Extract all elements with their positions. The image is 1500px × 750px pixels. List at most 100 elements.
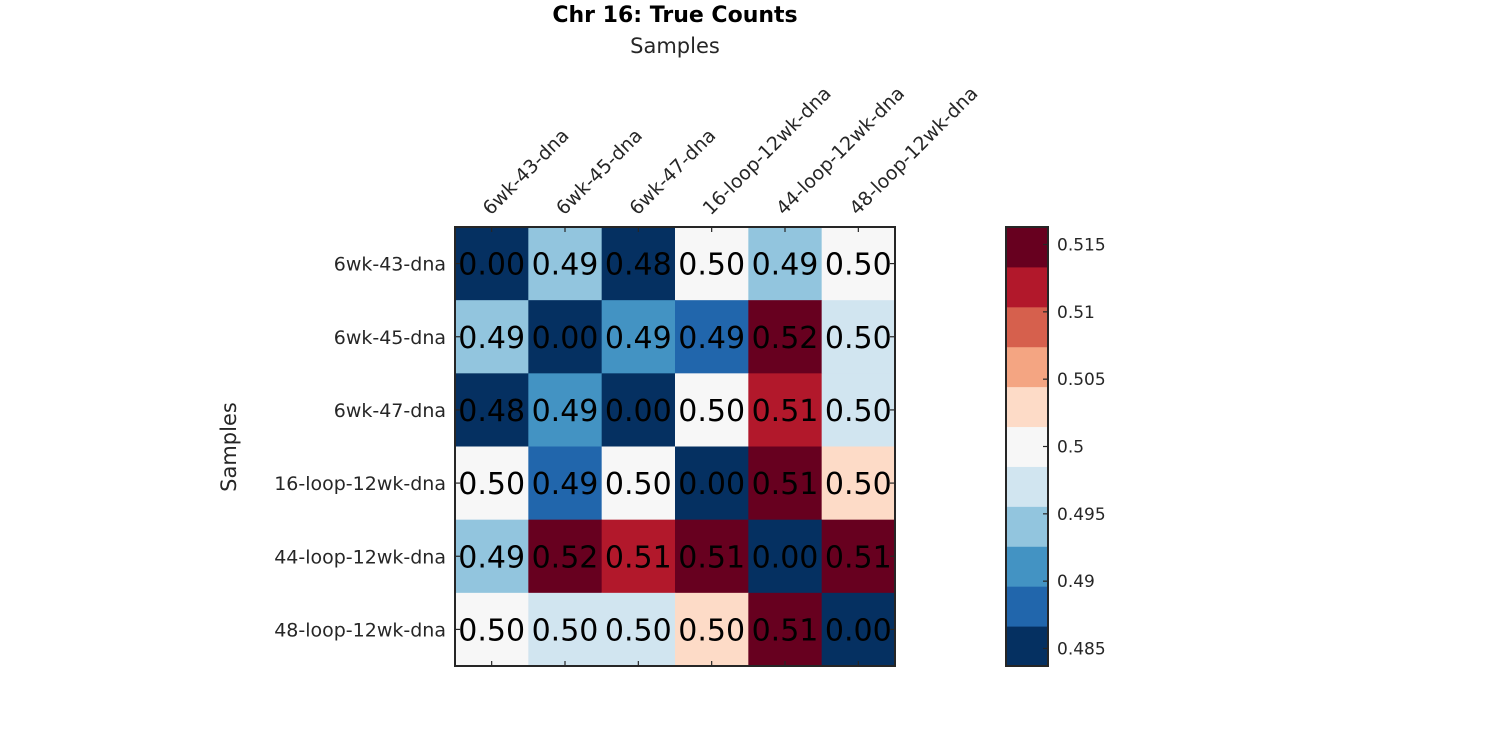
heatmap-cell — [455, 373, 529, 447]
y-axis-label: Samples — [217, 402, 241, 492]
colorbar-ticks: 0.485 0.49 0.495 0.5 0.505 0.51 0.515 — [1043, 236, 1106, 659]
heatmap-cell — [675, 373, 749, 447]
cell-value-label: 0.50 — [678, 613, 745, 648]
axis-ticks — [455, 227, 895, 666]
colorbar-segment — [1006, 586, 1048, 627]
cell-value-label: 0.51 — [752, 613, 819, 648]
heatmap-cell — [601, 227, 676, 301]
y-tick-label: 6wk-43-dna — [334, 254, 446, 276]
heatmap-cells — [455, 227, 896, 667]
heatmap-cell — [601, 446, 676, 521]
heatmap-cell — [675, 446, 749, 521]
cell-value-label: 0.50 — [825, 394, 892, 429]
chart-title: Chr 16: True Counts — [552, 3, 797, 28]
cell-value-label: 0.50 — [825, 248, 892, 283]
heatmap-cell — [821, 446, 896, 521]
heatmap-cell — [528, 519, 603, 594]
heatmap-cell — [748, 592, 823, 667]
heatmap-cell — [675, 519, 749, 594]
y-tick-label: 6wk-45-dna — [334, 327, 446, 349]
cell-value-label: 0.52 — [752, 321, 819, 356]
colorbar-segment — [1006, 266, 1048, 308]
cell-value-label: 0.51 — [752, 467, 819, 502]
heatmap-cell — [455, 300, 529, 374]
heatmap-cell — [748, 300, 823, 374]
heatmap-cell — [601, 300, 676, 374]
cell-value-label: 0.50 — [605, 467, 672, 502]
heatmap-cell — [455, 446, 529, 521]
heatmap-cell — [528, 373, 603, 447]
heatmap-cell — [528, 446, 603, 521]
cell-value-label: 0.00 — [752, 540, 819, 575]
cell-value-label: 0.49 — [532, 467, 599, 502]
cell-value-label: 0.50 — [458, 613, 525, 648]
x-tick-label: 48-loop-12wk-dna — [845, 82, 982, 219]
cell-value-label: 0.00 — [605, 394, 672, 429]
heatmap-cell — [821, 592, 896, 667]
y-tick-labels: 6wk-43-dna 6wk-45-dna 6wk-47-dna 16-loop-12… — [274, 254, 446, 642]
heatmap-cell — [455, 227, 529, 301]
heatmap-cell — [821, 227, 896, 301]
colorbar-tick-label: 0.505 — [1057, 370, 1106, 390]
cell-value-label: 0.50 — [605, 613, 672, 648]
cell-value-label: 0.51 — [605, 540, 672, 575]
cell-value-label: 0.50 — [678, 248, 745, 283]
cell-value-label: 0.50 — [825, 467, 892, 502]
x-tick-label: 44-loop-12wk-dna — [772, 82, 909, 219]
colorbar-tick-label: 0.49 — [1057, 572, 1095, 592]
cell-value-label: 0.49 — [532, 394, 599, 429]
heatmap-cell — [528, 227, 603, 301]
cell-value-label: 0.50 — [678, 394, 745, 429]
cell-value-label: 0.52 — [532, 540, 599, 575]
heatmap-cell — [675, 592, 749, 667]
cell-value-label: 0.49 — [458, 321, 525, 356]
colorbar-segment — [1006, 546, 1048, 587]
cell-value-label: 0.50 — [825, 321, 892, 356]
colorbar-segment — [1006, 466, 1048, 507]
cell-value-label: 0.00 — [825, 613, 892, 648]
heatmap-cell — [748, 446, 823, 521]
heatmap-cell — [821, 373, 896, 447]
cell-value-label: 0.50 — [458, 467, 525, 502]
heatmap-cell — [528, 592, 603, 667]
colorbar-segment — [1006, 386, 1048, 428]
cell-value-label: 0.49 — [458, 540, 525, 575]
colorbar-segment — [1006, 626, 1048, 667]
colorbar-tick-label: 0.485 — [1057, 639, 1106, 659]
colorbar — [1006, 227, 1048, 667]
x-tick-label: 16-loop-12wk-dna — [699, 82, 836, 219]
heatmap-cell — [601, 373, 676, 447]
heatmap-cell — [675, 227, 749, 301]
heatmap-cell — [748, 227, 823, 301]
cell-value-label: 0.51 — [825, 540, 892, 575]
cell-value-label: 0.00 — [532, 321, 599, 356]
cell-value-label: 0.50 — [532, 613, 599, 648]
cell-value-label: 0.51 — [678, 540, 745, 575]
cell-value-label: 0.49 — [752, 248, 819, 283]
colorbar-tick-label: 0.495 — [1057, 505, 1106, 525]
cell-value-label: 0.48 — [605, 248, 672, 283]
heatmap-cell — [455, 519, 529, 594]
cell-value-label: 0.51 — [752, 394, 819, 429]
cell-value-label: 0.49 — [605, 321, 672, 356]
heatmap-cell — [455, 592, 529, 667]
y-tick-label: 16-loop-12wk-dna — [274, 473, 446, 495]
heatmap-cell-labels: 0.00 0.49 0.48 0.50 0.49 0.500.49 0.00 0.49 0.49… — [458, 248, 891, 649]
heatmap-cell — [601, 592, 676, 667]
heatmap-cell — [821, 519, 896, 594]
colorbar-tick-label: 0.5 — [1057, 438, 1084, 458]
heatmap-cell — [601, 519, 676, 594]
cell-value-label: 0.49 — [678, 321, 745, 356]
y-tick-label: 48-loop-12wk-dna — [274, 619, 446, 641]
plot-frame — [454, 226, 896, 667]
heatmap-cell — [748, 519, 823, 594]
cell-value-label: 0.00 — [458, 248, 525, 283]
colorbar-segment — [1006, 227, 1048, 268]
heatmap-cell — [821, 300, 896, 374]
cell-value-label: 0.49 — [532, 248, 599, 283]
cell-value-label: 0.48 — [458, 394, 525, 429]
colorbar-tick-label: 0.51 — [1057, 303, 1095, 323]
colorbar-segment — [1006, 506, 1048, 547]
heatmap-cell — [528, 300, 603, 374]
